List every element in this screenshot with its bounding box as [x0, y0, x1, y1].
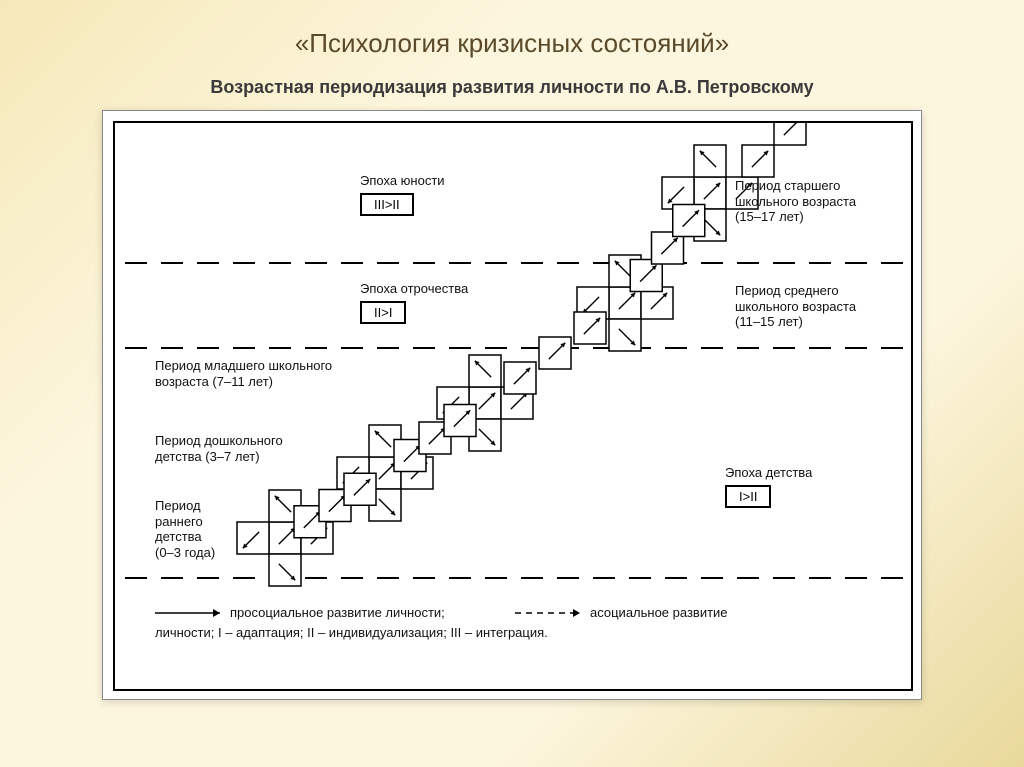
period-label: Период старшего школьного возраста (15–1… — [735, 178, 856, 225]
period-label: Период раннего детства (0–3 года) — [155, 498, 215, 560]
epoch-formula-box: III>II — [360, 193, 414, 216]
epoch-formula-box: I>II — [725, 485, 771, 508]
legend-text-1: просоциальное развитие личности; — [230, 605, 445, 621]
epoch-label: Эпоха юности — [360, 173, 445, 189]
slide-title: «Психология кризисных состояний» — [32, 28, 992, 59]
period-label: Период дошкольного детства (3–7 лет) — [155, 433, 283, 464]
epoch-label: Эпоха детства — [725, 465, 812, 481]
epoch-formula-box: II>I — [360, 301, 406, 324]
period-label: Период младшего школьного возраста (7–11… — [155, 358, 332, 389]
slide-subtitle: Возрастная периодизация развития личност… — [32, 77, 992, 98]
legend: просоциальное развитие личности; асоциаль… — [155, 603, 875, 653]
epoch-label: Эпоха отрочества — [360, 281, 468, 297]
period-label: Период среднего школьного возраста (11–1… — [735, 283, 856, 330]
diagram-container: Эпоха юности III>II Эпоха отрочества II>I Эп… — [102, 110, 922, 700]
legend-text-1b: асоциальное развитие — [590, 605, 728, 621]
diagram-frame: Эпоха юности III>II Эпоха отрочества II>I Эп… — [113, 121, 913, 691]
legend-text-2: личности; I – адаптация; II – индивидуал… — [155, 625, 548, 641]
